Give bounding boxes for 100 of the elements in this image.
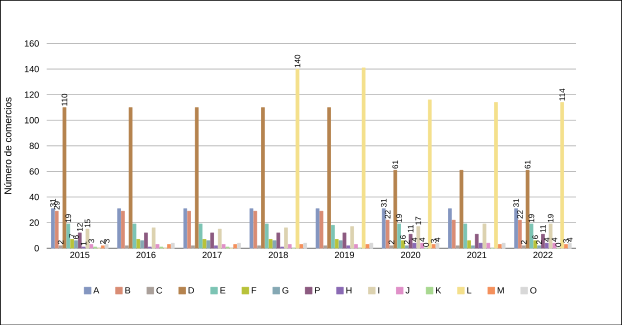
bar bbox=[564, 244, 568, 248]
bar bbox=[471, 245, 475, 248]
bar bbox=[460, 170, 464, 248]
bar bbox=[284, 227, 288, 248]
bar bbox=[408, 234, 412, 248]
legend-label: M bbox=[498, 287, 504, 294]
bar bbox=[214, 245, 218, 248]
bar bbox=[354, 244, 358, 248]
bar bbox=[261, 107, 265, 248]
legend-label: F bbox=[252, 287, 256, 294]
bar bbox=[474, 234, 479, 248]
bar bbox=[268, 238, 272, 248]
bar bbox=[541, 234, 545, 248]
bar bbox=[124, 245, 129, 248]
bar bbox=[136, 238, 140, 248]
legend-label: E bbox=[220, 287, 226, 294]
bar bbox=[167, 244, 171, 248]
bar bbox=[334, 238, 339, 248]
bar bbox=[342, 232, 346, 248]
legend-label: J bbox=[406, 287, 410, 294]
bar bbox=[467, 240, 471, 248]
bar bbox=[288, 244, 292, 248]
bar bbox=[276, 232, 280, 248]
bar bbox=[206, 240, 210, 248]
bar bbox=[404, 245, 409, 248]
bar bbox=[420, 242, 424, 248]
bar bbox=[70, 238, 74, 248]
bar bbox=[233, 244, 238, 248]
legend-label: L bbox=[467, 287, 472, 294]
bar bbox=[86, 228, 90, 248]
bar bbox=[544, 242, 549, 248]
bar bbox=[54, 210, 59, 248]
bar bbox=[390, 245, 394, 248]
bar bbox=[222, 244, 226, 248]
legend-label: D bbox=[188, 287, 194, 294]
bar bbox=[548, 224, 552, 248]
bar bbox=[494, 102, 498, 248]
bar bbox=[362, 67, 366, 248]
legend-label: C bbox=[156, 287, 162, 294]
bar bbox=[316, 208, 320, 248]
bar bbox=[560, 102, 564, 248]
bar bbox=[338, 240, 342, 248]
bar bbox=[51, 208, 55, 248]
y-axis-title: Número de comercios bbox=[4, 97, 12, 194]
bar bbox=[58, 245, 62, 248]
bar bbox=[412, 242, 416, 248]
bar bbox=[78, 232, 82, 248]
legend-label: A bbox=[93, 287, 100, 294]
y-tick-label: 160 bbox=[24, 40, 39, 46]
bar bbox=[331, 224, 335, 248]
bar bbox=[518, 220, 522, 248]
bar bbox=[366, 244, 370, 248]
bar bbox=[401, 240, 405, 248]
y-tick-label: 120 bbox=[24, 91, 39, 98]
bar bbox=[382, 208, 386, 248]
bar bbox=[210, 232, 214, 248]
bar bbox=[552, 242, 556, 248]
bar bbox=[323, 245, 328, 248]
bar bbox=[183, 208, 188, 248]
bar bbox=[121, 210, 125, 248]
bar bbox=[537, 245, 541, 248]
bar bbox=[191, 245, 195, 248]
legend-label: P bbox=[315, 287, 320, 294]
y-tick-label: 100 bbox=[24, 116, 39, 124]
x-tick-label: 2022 bbox=[533, 252, 552, 258]
bar bbox=[89, 244, 94, 248]
legend-label: B bbox=[125, 287, 130, 294]
bar bbox=[218, 228, 222, 248]
bar bbox=[568, 242, 572, 248]
bar bbox=[62, 107, 66, 248]
bar bbox=[346, 245, 350, 248]
bar bbox=[253, 210, 258, 248]
bar bbox=[498, 244, 502, 248]
bar bbox=[296, 68, 300, 248]
bar bbox=[502, 242, 506, 248]
x-tick-label: 2020 bbox=[401, 252, 420, 258]
bar bbox=[416, 226, 420, 248]
bar bbox=[478, 242, 482, 248]
bar bbox=[303, 242, 308, 248]
y-tick-label: 80 bbox=[30, 142, 39, 149]
bar bbox=[397, 224, 401, 248]
bar bbox=[386, 220, 390, 248]
x-tick-label: 2018 bbox=[268, 252, 288, 258]
y-tick-label: 0 bbox=[34, 244, 39, 252]
y-tick-label: 20 bbox=[30, 219, 39, 226]
bar bbox=[327, 107, 331, 248]
bar bbox=[152, 227, 156, 248]
x-tick-label: 2016 bbox=[136, 252, 156, 258]
bar bbox=[100, 245, 105, 248]
x-tick-label: 2015 bbox=[70, 252, 90, 258]
bar bbox=[514, 208, 518, 248]
bar bbox=[463, 224, 468, 248]
bar bbox=[156, 244, 160, 248]
bar bbox=[117, 208, 121, 248]
bar bbox=[202, 238, 206, 248]
bar bbox=[194, 107, 199, 248]
legend-label: O bbox=[530, 287, 536, 294]
bar bbox=[104, 244, 109, 248]
bar bbox=[350, 226, 354, 248]
bar bbox=[482, 224, 486, 248]
